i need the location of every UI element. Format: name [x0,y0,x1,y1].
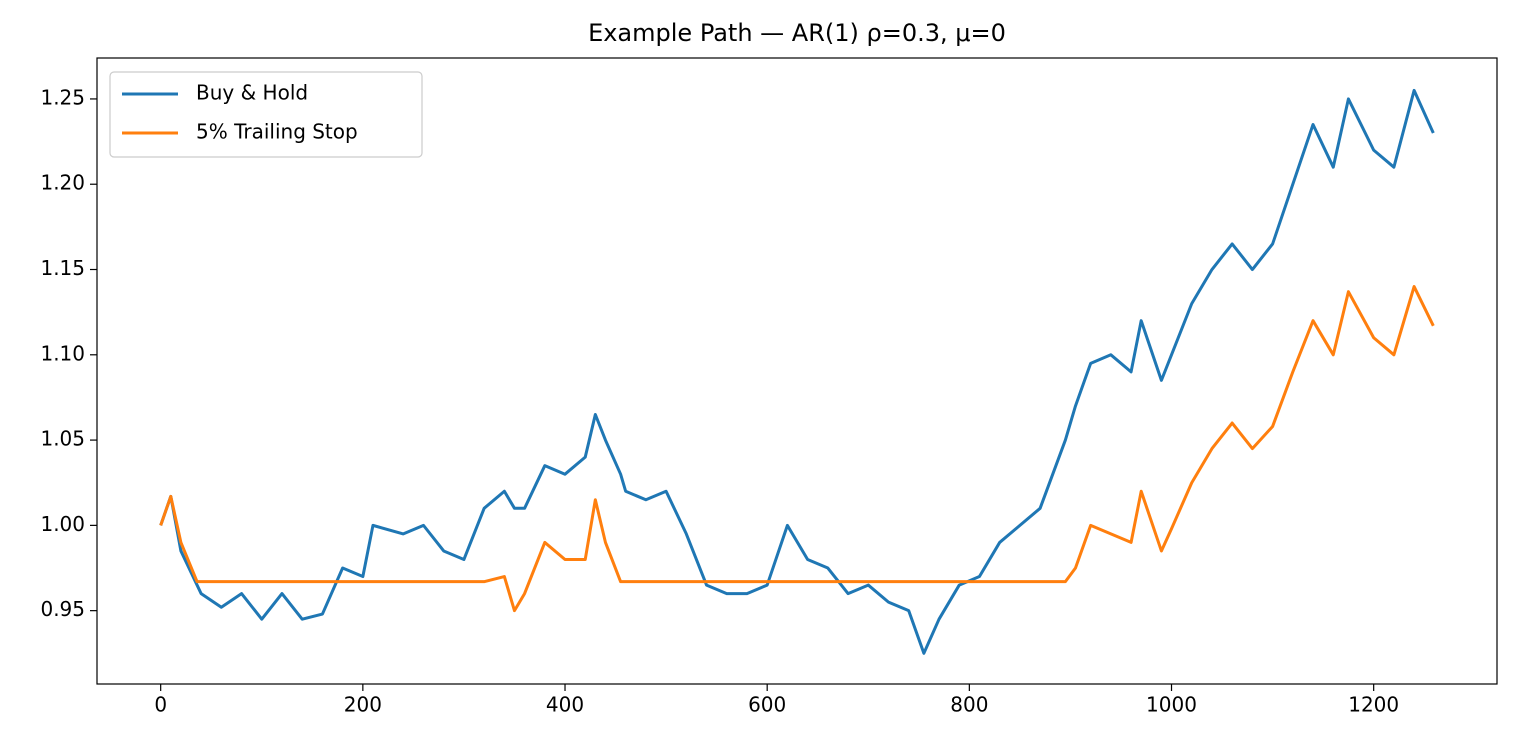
y-tick-label: 1.20 [40,171,85,195]
x-tick-label: 1200 [1348,693,1399,717]
y-tick-label: 1.15 [40,256,85,280]
line-series [159,88,1435,655]
legend: Buy & Hold 5% Trailing Stop [109,71,423,158]
y-tick-label: 1.00 [40,512,85,536]
y-tick-label: 0.95 [40,597,85,621]
x-tick-label: 1000 [1146,693,1197,717]
legend-label: 5% Trailing Stop [196,120,358,144]
line-series [159,285,1435,613]
legend-label: Buy & Hold [196,81,308,105]
y-tick-label: 1.25 [40,85,85,109]
plot-frame [96,57,1498,685]
y-tick-label: 1.10 [40,341,85,365]
y-tick-label: 1.05 [40,427,85,451]
x-tick-label: 600 [748,693,786,717]
x-tick-label: 800 [950,693,988,717]
x-tick-label: 0 [154,693,167,717]
x-tick-label: 200 [344,693,382,717]
chart-title: Example Path — AR(1) ρ=0.3, μ=0 [588,19,1006,47]
x-tick-label: 400 [546,693,584,717]
legend-box [109,71,423,158]
